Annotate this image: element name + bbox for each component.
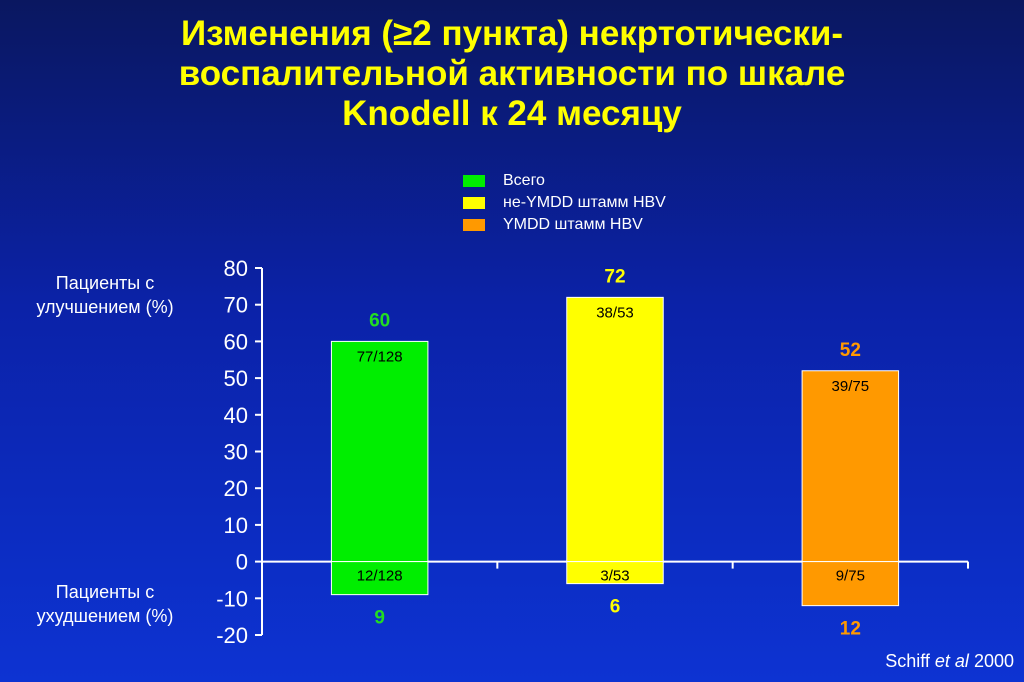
y-tick-label: -10	[216, 586, 248, 611]
fraction-label-worsened-0: 12/128	[357, 568, 403, 585]
y-axis-label-worsened-line-1: Пациенты с	[55, 582, 155, 602]
fraction-label-improved-0: 77/128	[357, 348, 403, 365]
y-tick-label: 70	[224, 293, 248, 318]
y-tick-label: 50	[224, 366, 248, 391]
y-tick-label: 60	[224, 329, 248, 354]
bar-worsened-1	[566, 561, 664, 585]
data-label-improved-1: 72	[604, 266, 625, 287]
y-tick-label: 10	[224, 513, 248, 538]
data-label-worsened-2: 12	[840, 619, 861, 640]
y-axis-label-improved-line-2: улучшением (%)	[36, 297, 174, 317]
legend-label-non-ymdd: не-YMDD штамм HBV	[503, 194, 666, 211]
bar-improved-1	[566, 296, 664, 563]
data-label-worsened-1: 6	[610, 597, 621, 618]
y-tick-label: -20	[216, 623, 248, 648]
y-axis-label-worsened: Пациенты с ухудшением (%)	[10, 580, 200, 628]
source-author: Schiff	[885, 651, 930, 671]
y-axis-label-worsened-line-2: ухудшением (%)	[36, 606, 174, 626]
legend-label-ymdd: YMDD штамм HBV	[503, 216, 643, 233]
data-label-improved-0: 60	[369, 310, 390, 331]
source-year: 2000	[973, 651, 1014, 671]
y-axis-label-improved-line-1: Пациенты с	[55, 273, 155, 293]
legend-label-total: Всего	[503, 172, 545, 189]
fraction-label-worsened-2: 9/75	[836, 568, 865, 585]
source-etal: et al	[934, 651, 969, 671]
slide-title-line-3: Knodell к 24 месяцу	[342, 94, 682, 133]
source-citation: Schiff et al 2000	[885, 651, 1014, 672]
data-label-worsened-0: 9	[374, 608, 385, 629]
slide-title: Изменения (≥2 пункта) некртотически- вос…	[0, 14, 1024, 134]
y-tick-label: 20	[224, 476, 248, 501]
bars-group: 60 77/128 12/128 9 72 38/53 3/53 6 52 39/75 9/75 12	[330, 266, 900, 640]
y-tick-label: 40	[224, 403, 248, 428]
fraction-label-worsened-1: 3/53	[600, 568, 629, 585]
fraction-label-improved-2: 39/75	[832, 378, 870, 395]
slide-title-line-2: воспалительной активности по шкале	[178, 54, 846, 93]
legend-swatch-non-ymdd	[463, 197, 485, 209]
legend-swatch-ymdd	[463, 219, 485, 231]
bar-improved-0	[330, 340, 429, 563]
y-tick-label: 30	[224, 440, 248, 465]
bar-worsened-0	[330, 561, 429, 596]
slide-title-line-1: Изменения (≥2 пункта) некртотически-	[180, 14, 844, 53]
bar-worsened-2	[801, 561, 900, 607]
y-tick-label: 80	[224, 256, 248, 281]
legend-swatch-total	[463, 175, 485, 187]
bar-improved-2	[801, 370, 900, 563]
y-tick-label: 0	[236, 550, 248, 575]
y-axis-label-improved: Пациенты с улучшением (%)	[10, 271, 200, 319]
fraction-label-improved-1: 38/53	[596, 304, 634, 321]
data-label-improved-2: 52	[840, 340, 861, 361]
